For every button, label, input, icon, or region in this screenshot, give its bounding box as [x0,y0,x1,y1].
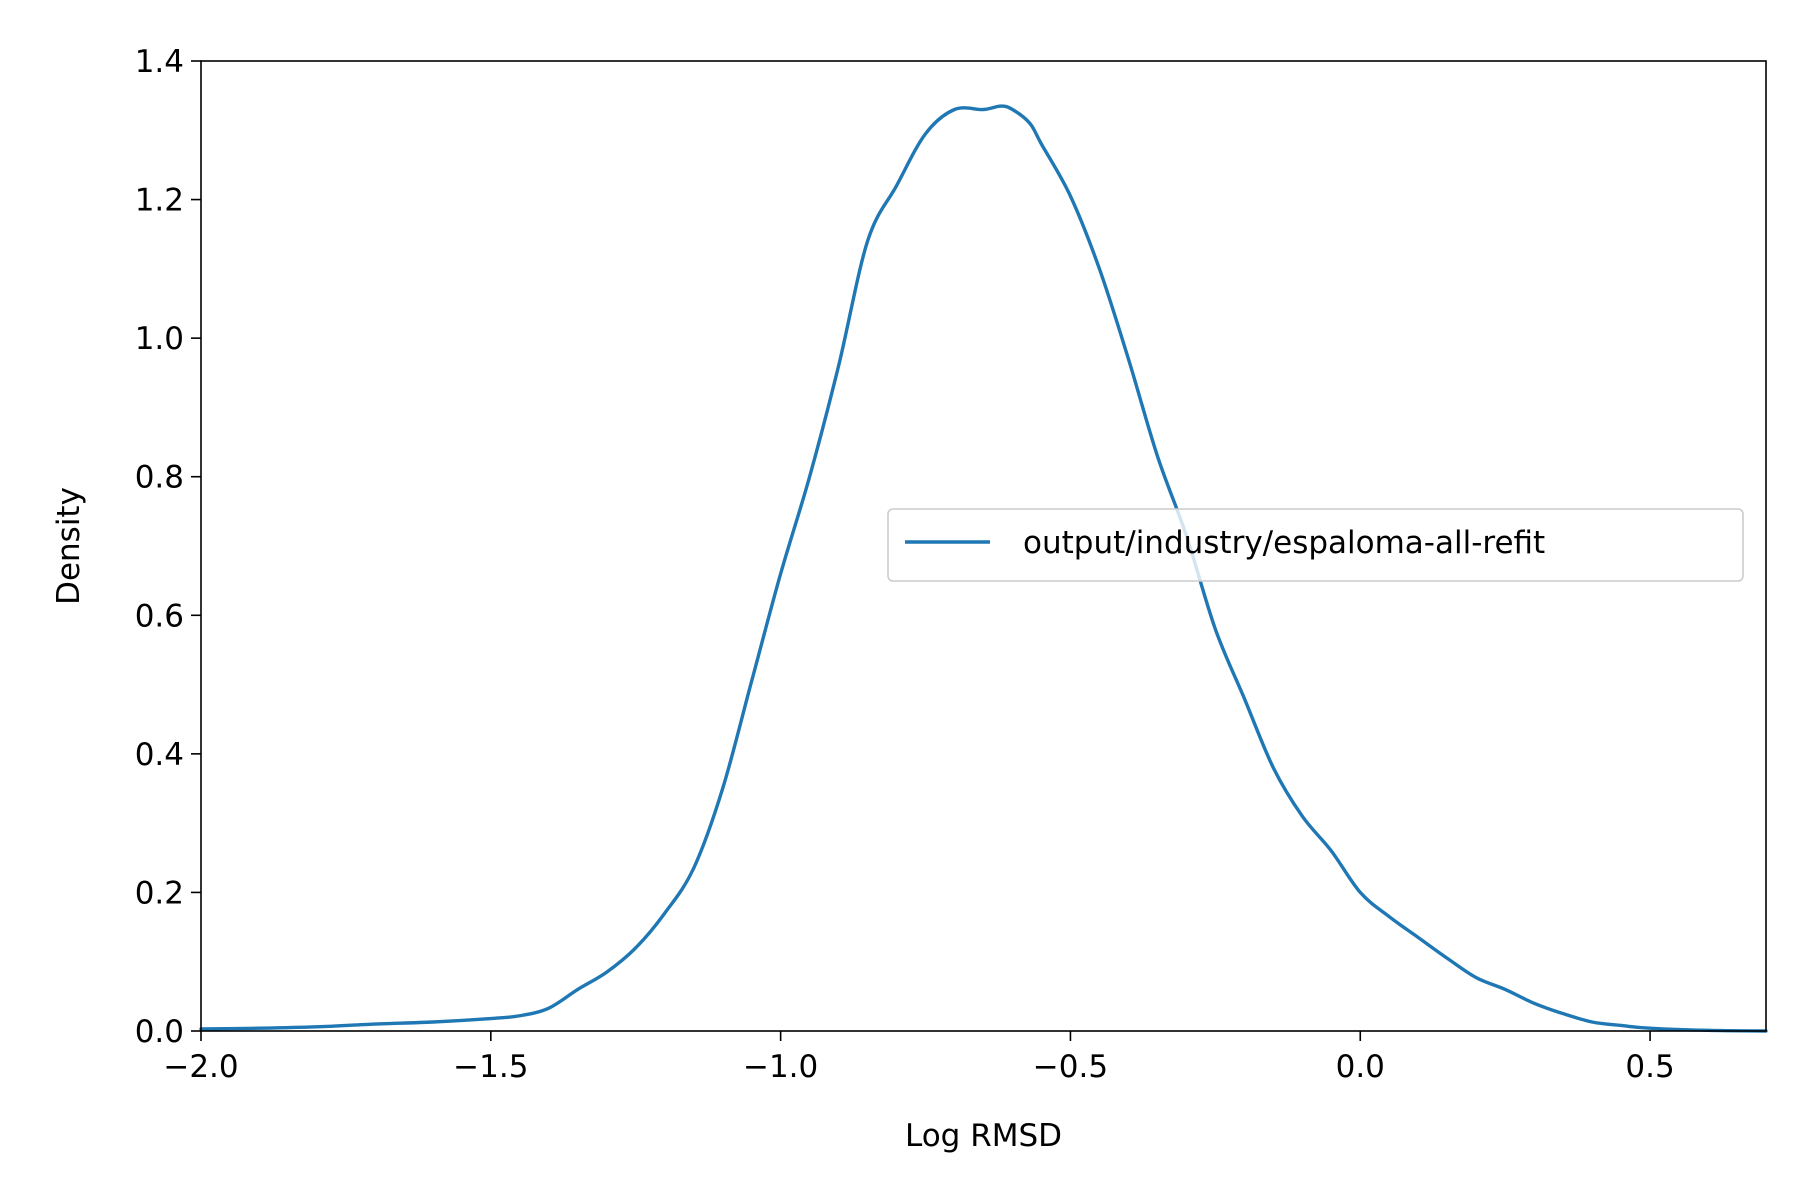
legend-box [887,508,1744,582]
y-tick-label: 0.2 [135,875,184,911]
x-tick-label: −1.5 [453,1049,528,1085]
x-axis-ticks: −2.0 −1.5 −1.0 −0.5 0.0 0.5 [163,1031,1675,1085]
x-tick-label: 0.0 [1336,1049,1385,1085]
y-tick-label: 0.4 [135,737,184,773]
y-tick-label: 1.4 [135,44,184,80]
y-tick-label: 1.2 [135,183,184,219]
x-tick-label: −0.5 [1033,1049,1108,1085]
y-tick-label: 0.8 [135,460,184,496]
y-axis-ticks: 0.0 0.2 0.4 0.6 0.8 1.0 1.2 1.4 [135,44,201,1050]
x-tick-label: −1.0 [743,1049,818,1085]
x-tick-label: −2.0 [163,1049,238,1085]
y-tick-label: 0.0 [135,1014,184,1050]
series-line [199,104,1768,1033]
x-axis-label: Log RMSD [905,1118,1062,1154]
legend: output/industry/espaloma-all-refit [887,508,1744,582]
x-tick-label: 0.5 [1625,1049,1674,1085]
y-axis-label: Density [51,487,87,605]
y-tick-label: 1.0 [135,321,184,357]
plot-frame [200,60,1767,1032]
y-tick-label: 0.6 [135,598,184,634]
legend-label: output/industry/espaloma-all-refit [1023,525,1545,561]
